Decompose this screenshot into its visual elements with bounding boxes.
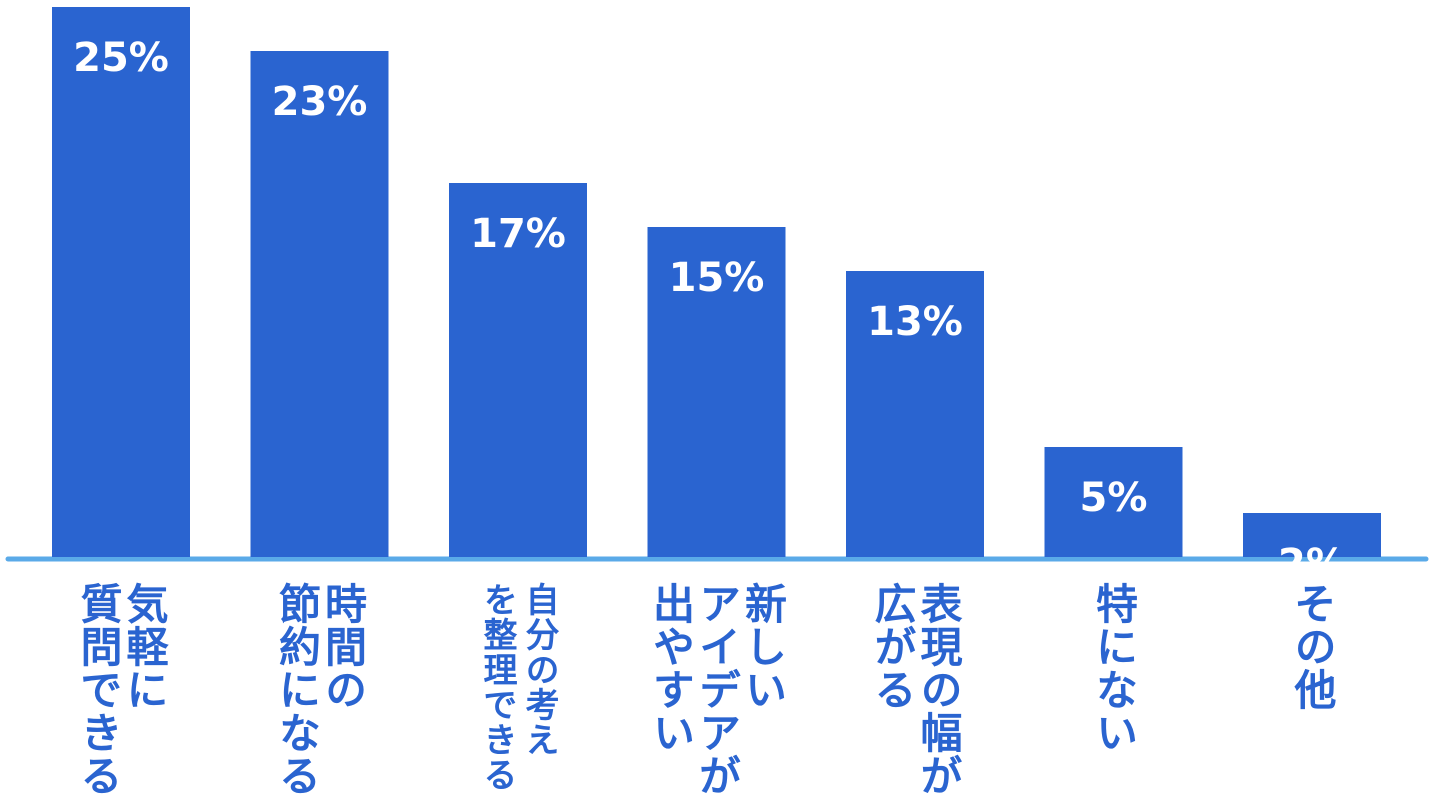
category-line: 新しい [738, 582, 788, 711]
value-label: 17% [470, 211, 566, 257]
value-label: 25% [73, 35, 169, 81]
category-label: 新しい アイデアが 出やすい [646, 582, 788, 797]
category-line: 出やすい [646, 582, 696, 754]
category-label: 気軽に 質問できる [74, 582, 169, 797]
category-line: 自分の考え [519, 582, 559, 757]
bar [1243, 513, 1381, 557]
category-line: 特にない [1089, 582, 1139, 754]
value-label: 13% [867, 299, 963, 345]
category-line: 広がる [868, 582, 917, 711]
category-line: 表現の幅が [914, 582, 963, 797]
bar [52, 7, 190, 557]
value-label: 23% [272, 79, 368, 125]
value-label: 2% [1278, 541, 1346, 587]
bar [846, 271, 984, 557]
category-line: その他 [1288, 582, 1337, 711]
category-label: 表現の幅が 広がる [868, 582, 963, 797]
category-line: 気軽に [120, 582, 169, 711]
category-label: 時間の 節約になる [272, 582, 368, 797]
bar [647, 227, 786, 557]
category-label: 特にない [1089, 582, 1139, 754]
bar [1044, 447, 1183, 557]
category-line: 節約になる [272, 582, 322, 797]
category-label: その他 [1288, 582, 1337, 711]
value-label: 5% [1080, 475, 1148, 521]
bar [449, 183, 587, 557]
category-line: アイデアが [692, 582, 742, 797]
category-line: を整理できる [477, 582, 517, 792]
category-line: 時間の [318, 582, 368, 711]
category-label: 自分の考え を整理できる [477, 582, 559, 792]
category-line: 質問できる [74, 582, 123, 797]
bar [250, 51, 389, 557]
value-label: 15% [669, 255, 765, 301]
